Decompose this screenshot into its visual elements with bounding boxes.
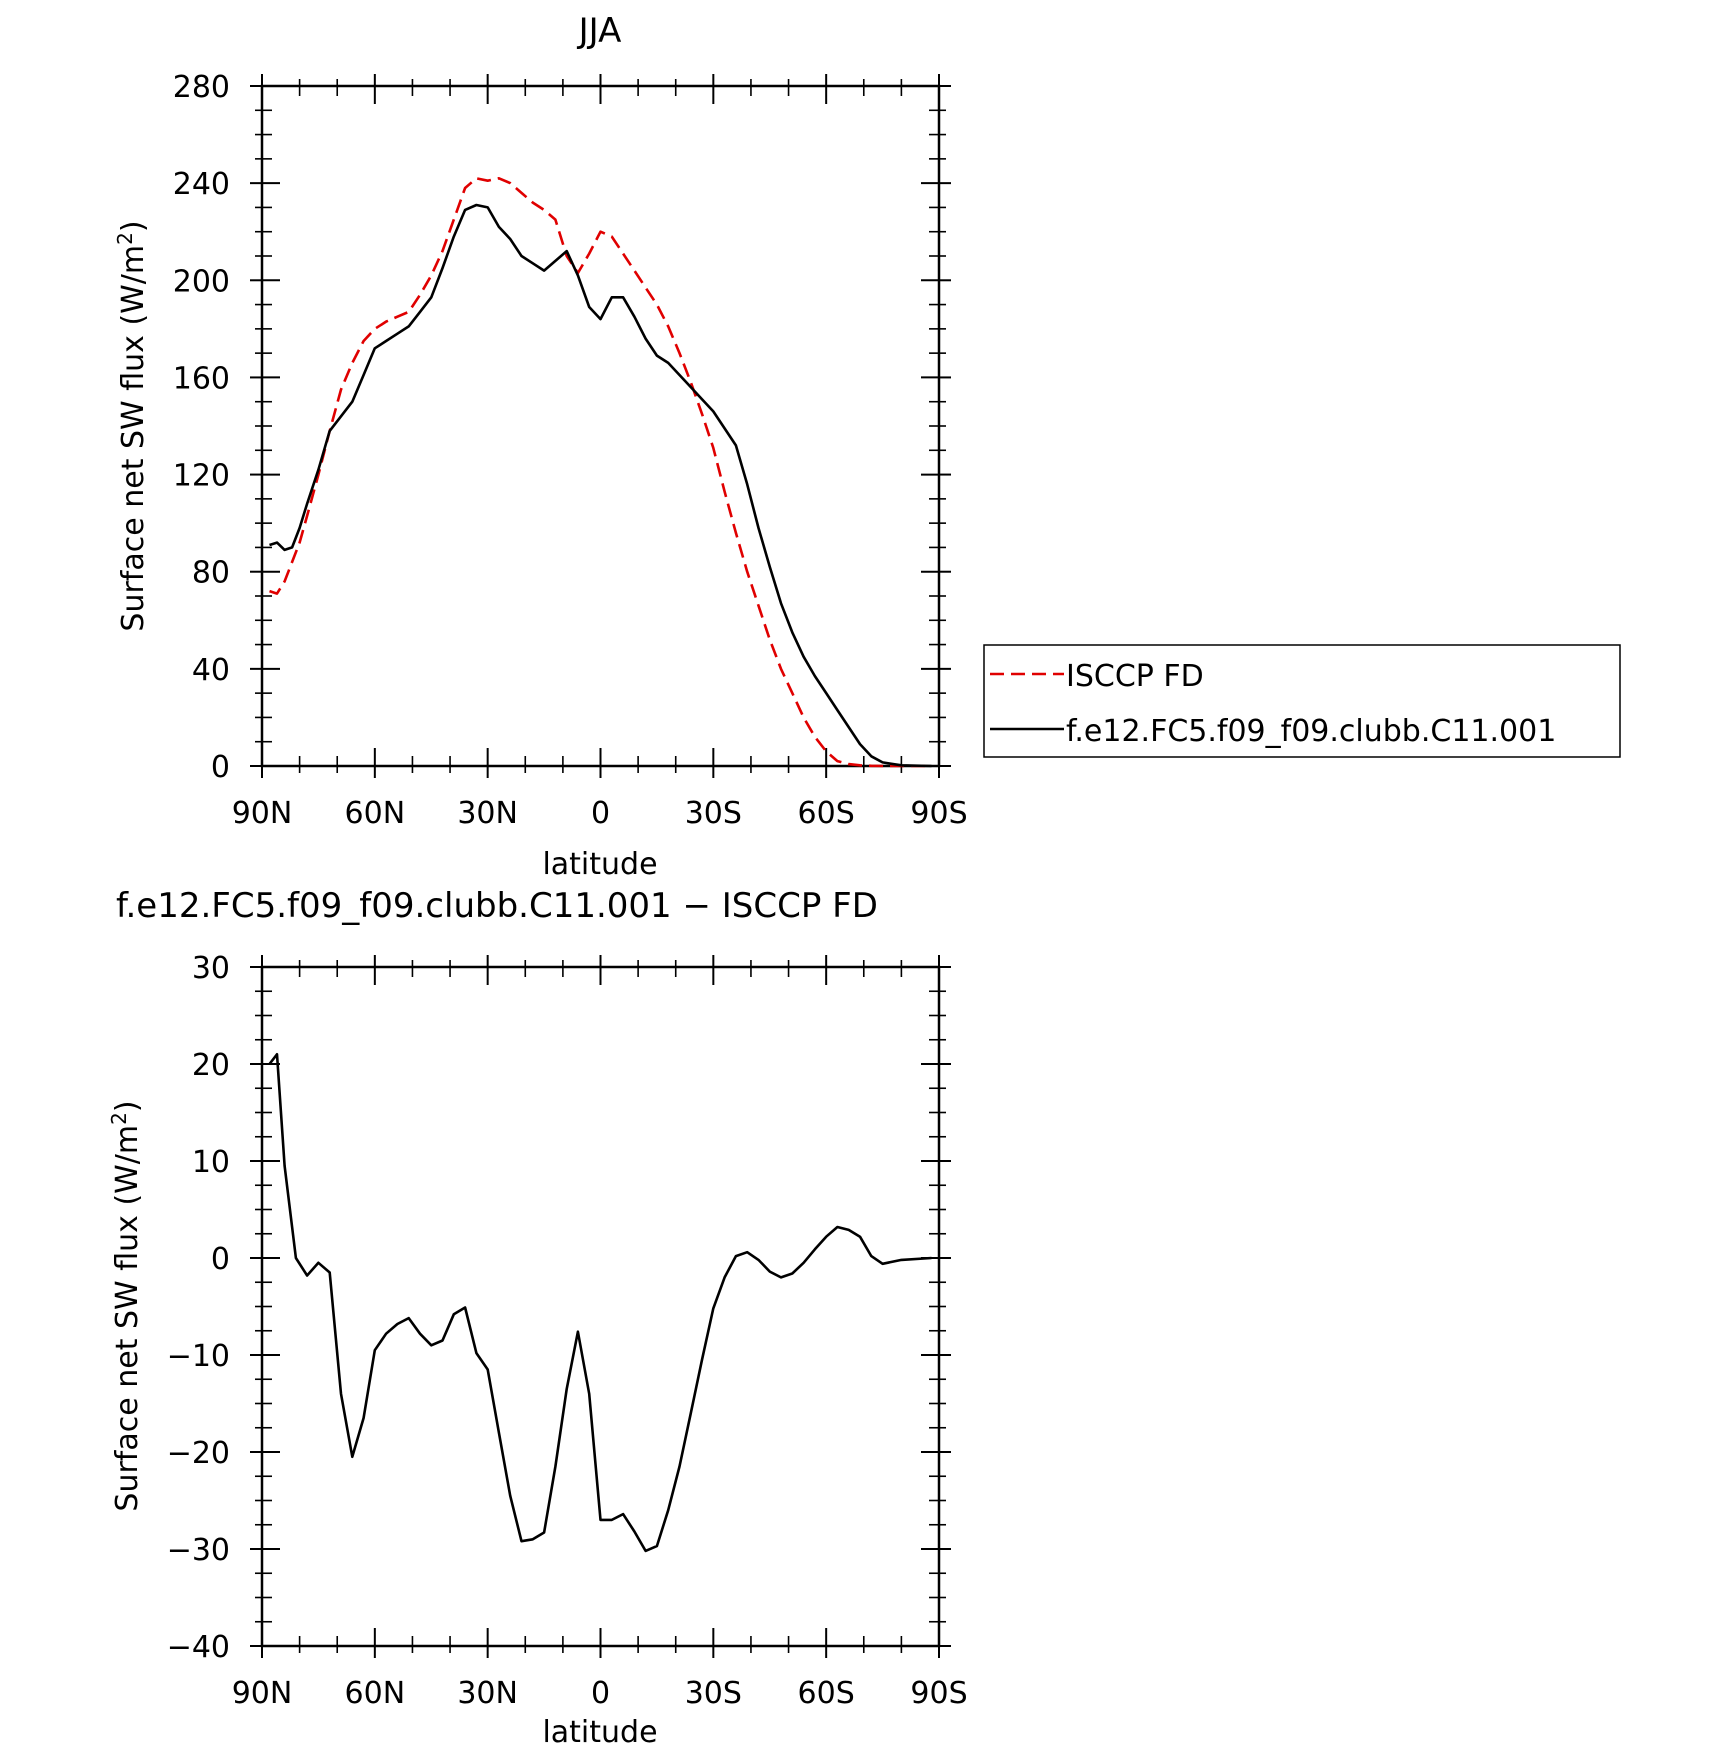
top-series-group bbox=[269, 177, 932, 768]
bottom-y-tick-label: −20 bbox=[167, 1436, 230, 1471]
bottom-x-tick-label: 90S bbox=[910, 1676, 967, 1711]
bottom-y-tick-label: 0 bbox=[211, 1242, 230, 1277]
top-y-axis-label-exponent: 2 bbox=[113, 232, 137, 245]
top-x-tick-label: 60N bbox=[345, 796, 406, 831]
bottom-chart-title: f.e12.FC5.f09_f09.clubb.C11.001 − ISCCP … bbox=[116, 886, 878, 926]
top-x-tick-label: 30S bbox=[685, 796, 742, 831]
legend-label-model: f.e12.FC5.f09_f09.clubb.C11.001 bbox=[1066, 714, 1556, 749]
bottom-y-axis-label-main: Surface net SW flux (W/m bbox=[110, 1125, 145, 1512]
bottom-y-axis-label-exponent: 2 bbox=[107, 1112, 131, 1125]
bottom-y-tick-label: 20 bbox=[192, 1048, 230, 1083]
bottom-y-axis-label: Surface net SW flux (W/m2) bbox=[107, 1100, 145, 1511]
bottom-y-tick-label: −10 bbox=[167, 1339, 230, 1374]
top-series-line-0 bbox=[269, 177, 932, 768]
top-y-tick-label: 200 bbox=[173, 264, 230, 299]
bottom-series-group bbox=[268, 1053, 932, 1553]
top-x-tick-label: 90N bbox=[232, 796, 293, 831]
top-y-axis-label: Surface net SW flux (W/m2) bbox=[113, 220, 151, 631]
top-x-tick-label: 30N bbox=[457, 796, 518, 831]
bottom-y-tick-label: −40 bbox=[167, 1630, 230, 1665]
bottom-ticks: 90N 60N 30N 0 30S 60S 90S −40 −30 −20 −10 0 10 20 30 bbox=[167, 951, 968, 1711]
top-y-tick-label: 280 bbox=[173, 70, 230, 105]
bottom-y-tick-label: 10 bbox=[192, 1145, 230, 1180]
bottom-x-tick-label: 0 bbox=[591, 1676, 610, 1711]
bottom-x-tick-label: 90N bbox=[232, 1676, 293, 1711]
top-y-axis-label-main: Surface net SW flux (W/m bbox=[116, 245, 151, 632]
top-x-tick-label: 90S bbox=[910, 796, 967, 831]
bottom-x-tick-label: 60N bbox=[345, 1676, 406, 1711]
top-y-tick-label: 40 bbox=[192, 653, 230, 688]
bottom-x-tick-label: 30N bbox=[457, 1676, 518, 1711]
legend-frame bbox=[983, 644, 1621, 758]
top-y-axis-label-close: ) bbox=[116, 220, 151, 232]
legend: ISCCP FD f.e12.FC5.f09_f09.clubb.C11.001 bbox=[983, 644, 1621, 758]
bottom-series-line-0 bbox=[268, 1053, 932, 1553]
legend-label-isccp: ISCCP FD bbox=[1066, 659, 1204, 694]
bottom-y-axis-label-close: ) bbox=[110, 1100, 145, 1112]
bottom-chart: f.e12.FC5.f09_f09.clubb.C11.001 − ISCCP … bbox=[107, 886, 968, 1745]
bottom-x-tick-label: 60S bbox=[798, 1676, 855, 1711]
top-y-tick-label: 80 bbox=[192, 556, 230, 591]
top-y-tick-label: 240 bbox=[173, 167, 230, 202]
top-chart: JJA 90N 60N 30N 0 30S 60S 90S 0 40 80 120 160 200 240… bbox=[113, 11, 1621, 882]
top-y-tick-label: 160 bbox=[173, 361, 230, 396]
top-series-line-1 bbox=[269, 203, 932, 768]
top-plot-frame bbox=[260, 84, 941, 768]
top-chart-title: JJA bbox=[577, 11, 622, 51]
bottom-y-tick-label: 30 bbox=[192, 951, 230, 986]
bottom-x-tick-label: 30S bbox=[685, 1676, 742, 1711]
top-ticks: 90N 60N 30N 0 30S 60S 90S 0 40 80 120 160 200 240 280 bbox=[173, 70, 968, 831]
bottom-plot-frame bbox=[260, 965, 941, 1648]
top-x-tick-label: 60S bbox=[798, 796, 855, 831]
top-y-tick-label: 0 bbox=[211, 750, 230, 785]
top-x-axis-label: latitude bbox=[542, 847, 657, 882]
top-x-tick-label: 0 bbox=[591, 796, 610, 831]
top-y-tick-label: 120 bbox=[173, 459, 230, 494]
bottom-x-axis-label: latitude bbox=[542, 1715, 657, 1745]
bottom-y-tick-label: −30 bbox=[167, 1533, 230, 1568]
